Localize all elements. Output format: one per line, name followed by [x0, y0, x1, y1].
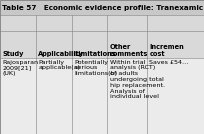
Bar	[0, 31, 204, 58]
Text: Partially
applicable(a): Partially applicable(a)	[38, 60, 80, 70]
Text: Study: Study	[2, 51, 24, 57]
Bar	[0, 0, 204, 15]
Text: Saves £54…: Saves £54…	[149, 60, 189, 65]
Text: Incremen
cost: Incremen cost	[149, 44, 184, 57]
Text: Table 57   Economic evidence profile: Tranexamic acid vers…: Table 57 Economic evidence profile: Tran…	[2, 5, 204, 11]
Bar	[0, 58, 204, 134]
Bar	[0, 15, 204, 31]
Text: Other
comments: Other comments	[110, 44, 148, 57]
Text: Potentially
serious
limitations(b): Potentially serious limitations(b)	[75, 60, 118, 76]
Text: Limitations: Limitations	[75, 51, 117, 57]
Text: Rajosparan
2009[21]
(UK): Rajosparan 2009[21] (UK)	[2, 60, 39, 76]
Text: Applicability: Applicability	[38, 51, 84, 57]
Text: Within trial
analysis (RCT)
of adults
undergoing total
hip replacement.
Analysis: Within trial analysis (RCT) of adults un…	[110, 60, 165, 99]
